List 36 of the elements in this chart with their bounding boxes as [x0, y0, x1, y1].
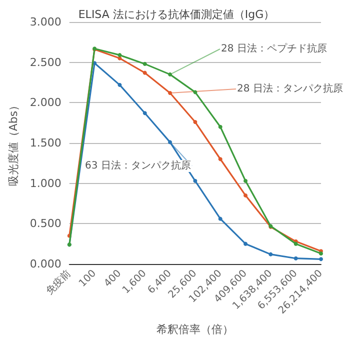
x-axis-title: 希釈倍率（倍） — [156, 323, 234, 336]
point — [268, 252, 273, 256]
point — [294, 256, 298, 260]
point — [168, 140, 172, 144]
y-tick-label: 3.000 — [30, 16, 62, 28]
y-tick-label: 1.000 — [30, 176, 62, 190]
point — [168, 72, 172, 76]
point — [319, 252, 323, 256]
point — [118, 53, 122, 58]
point — [244, 242, 248, 246]
point — [118, 82, 122, 87]
text: 28 日法：タンパク抗原 — [237, 82, 343, 94]
point — [294, 242, 298, 246]
point — [193, 120, 198, 124]
point — [244, 193, 248, 198]
point — [142, 111, 147, 116]
y-axis-title: 吸光度値（Abs） — [7, 100, 20, 186]
series-label: 63 日法：タンパク抗原 — [85, 160, 191, 172]
point — [142, 70, 147, 75]
x-tick-label: 100 — [77, 268, 98, 290]
point — [319, 257, 323, 262]
y-tick-label: 0.500 — [30, 217, 62, 230]
point — [193, 90, 198, 94]
point — [168, 90, 172, 95]
text: 28 日法：ペプチド抗原 — [221, 42, 327, 54]
point — [218, 216, 222, 221]
y-tick-label: 1.500 — [30, 136, 62, 150]
y-tick-label: 2.000 — [30, 96, 62, 110]
point — [193, 178, 198, 183]
point — [218, 157, 222, 162]
point — [142, 62, 147, 66]
chart-title: ELISA 法における抗体価測定値（IgG） — [78, 8, 275, 21]
x-tick-label: 400 — [102, 268, 124, 290]
point — [244, 178, 248, 183]
point — [218, 124, 222, 129]
y-tick-label: 2.500 — [30, 56, 62, 69]
